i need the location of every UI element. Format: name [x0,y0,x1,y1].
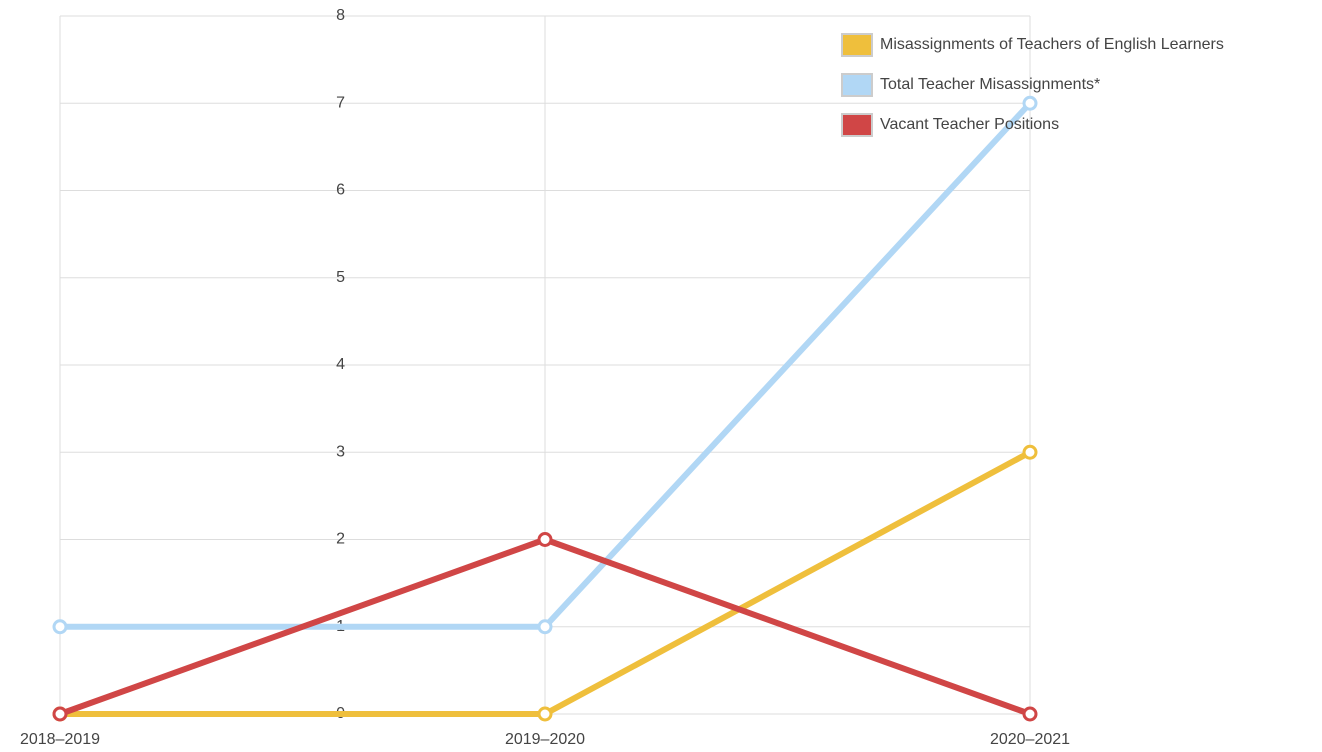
legend-swatch [841,33,873,57]
point-marker [1022,95,1038,111]
y-tick-label: 2 [336,531,345,548]
legend-swatch [841,73,873,97]
point-marker [52,706,68,722]
point-marker [1022,444,1038,460]
x-tick-label: 2019–2020 [505,731,585,748]
point-marker [537,619,553,635]
x-tick-label: 2018–2019 [20,731,100,748]
point-marker [1022,706,1038,722]
point-marker [537,532,553,547]
point-marker [537,706,553,722]
legend-swatch [841,113,873,137]
legend-label: Vacant Teacher Positions [880,116,1059,133]
y-tick-label: 3 [336,443,345,460]
y-tick-label: 8 [336,7,345,24]
y-tick-label: 5 [336,269,345,286]
y-tick-label: 4 [336,356,345,373]
x-tick-label: 2020–2021 [990,731,1070,748]
y-tick-label: 7 [336,94,345,111]
y-tick-label: 6 [336,182,345,199]
legend-label: Misassignments of Teachers of English Le… [880,36,1224,53]
point-marker [52,619,68,635]
legend-label: Total Teacher Misassignments* [880,76,1100,93]
